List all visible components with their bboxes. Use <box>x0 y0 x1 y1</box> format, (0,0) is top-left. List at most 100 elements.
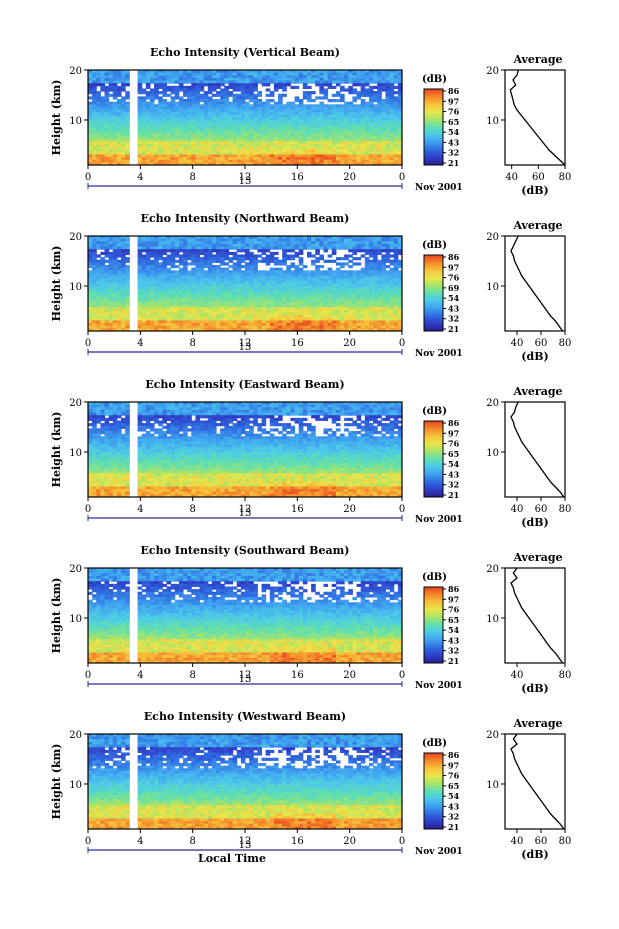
heatmap-cell <box>306 275 312 279</box>
heatmap-cell <box>187 262 192 266</box>
heatmap-cell <box>88 243 93 248</box>
heatmap-cell <box>286 77 291 82</box>
heatmap-cell <box>377 141 382 145</box>
heatmap-cell <box>286 104 291 108</box>
heatmap-cell <box>195 267 201 271</box>
heatmap-cell <box>290 288 296 292</box>
heatmap-cell <box>162 278 167 282</box>
heatmap-cell <box>149 283 155 287</box>
heatmap-cell <box>257 243 263 248</box>
heatmap-cell <box>364 138 370 142</box>
heatmap-cell <box>178 104 184 108</box>
heatmap-cell <box>108 149 114 153</box>
heatmap-cell <box>228 112 234 116</box>
heatmap-cell <box>356 151 362 155</box>
heatmap-cell <box>286 83 291 87</box>
heatmap-cell <box>245 106 250 111</box>
heatmap-cell <box>385 251 391 255</box>
colorbar-segment <box>424 117 443 120</box>
heatmap-cell <box>290 141 296 145</box>
heatmap-cell <box>385 125 391 129</box>
heatmap-cell <box>323 249 329 253</box>
heatmap-cell <box>108 275 114 279</box>
heatmap-cell <box>88 130 93 134</box>
heatmap-cell <box>298 259 304 263</box>
heatmap-cell <box>311 246 316 250</box>
heatmap-cell <box>158 143 163 148</box>
heatmap-cell <box>162 243 167 248</box>
heatmap-cell <box>211 101 217 105</box>
heatmap-cell <box>360 93 366 97</box>
heatmap-cell <box>323 143 329 148</box>
heatmap-cell <box>331 246 337 250</box>
heatmap-cell <box>228 133 234 137</box>
heatmap-cell <box>352 275 358 279</box>
heatmap-cell <box>240 130 246 134</box>
heatmap-cell <box>368 104 374 108</box>
heatmap-cell <box>232 162 238 166</box>
heatmap-cell <box>373 106 378 111</box>
heatmap-cell <box>228 83 234 87</box>
heatmap-cell <box>121 128 126 132</box>
heatmap-cell <box>273 112 279 116</box>
heatmap-cell <box>373 143 378 148</box>
heatmap-cell <box>286 117 291 121</box>
heatmap-cell <box>306 91 312 95</box>
heatmap-cell <box>199 146 205 150</box>
heatmap-cell <box>368 149 374 153</box>
heatmap-cell <box>273 243 279 248</box>
heatmap-cell <box>236 75 242 79</box>
heatmap-cell <box>220 83 225 87</box>
heatmap-cell <box>166 133 172 137</box>
heatmap-cell <box>385 70 391 74</box>
heatmap-cell <box>245 146 250 150</box>
heatmap-cell <box>236 125 242 129</box>
heatmap-cell <box>96 96 101 100</box>
heatmap-cell <box>166 157 172 161</box>
heatmap-cell <box>282 77 287 82</box>
heatmap-cell <box>319 288 324 292</box>
heatmap-cell <box>315 243 320 248</box>
heatmap-cell <box>125 288 130 292</box>
heatmap-cell <box>183 135 188 140</box>
heatmap-cell <box>282 151 287 155</box>
heatmap-cell <box>265 104 271 108</box>
heatmap-cell <box>323 238 329 242</box>
heatmap-cell <box>154 249 159 253</box>
heatmap-cell <box>112 112 118 116</box>
heatmap-cell <box>265 270 271 274</box>
heatmap-cell <box>137 88 143 92</box>
heatmap-cell <box>108 138 114 142</box>
heatmap-cell <box>199 291 205 295</box>
heatmap-cell <box>125 106 130 111</box>
heatmap-cell <box>257 151 263 155</box>
heatmap-cell <box>108 146 114 150</box>
heatmap-cell <box>323 70 329 74</box>
heatmap-cell <box>88 286 93 290</box>
heatmap-cell <box>319 149 324 153</box>
heatmap-cell <box>100 154 106 158</box>
heatmap-cell <box>149 130 155 134</box>
heatmap-cell <box>178 96 184 100</box>
heatmap-cell <box>92 117 97 121</box>
heatmap-cell <box>141 262 147 266</box>
heatmap-cell <box>327 275 333 279</box>
heatmap-cell <box>356 72 362 76</box>
heatmap-cell <box>298 135 304 140</box>
heatmap-cell <box>199 241 205 245</box>
heatmap-cell <box>340 283 345 287</box>
heatmap-cell <box>112 146 118 150</box>
heatmap-cell <box>116 85 122 89</box>
heatmap-cell <box>141 249 147 253</box>
heatmap-cell <box>245 112 250 116</box>
heatmap-cell <box>364 272 370 277</box>
heatmap-cell <box>116 70 122 74</box>
heatmap-cell <box>240 77 246 82</box>
heatmap-cell <box>282 149 287 153</box>
heatmap-cell <box>257 159 263 163</box>
heatmap-cell <box>162 75 167 79</box>
heatmap-cell <box>306 106 312 111</box>
heatmap-cell <box>302 138 308 142</box>
heatmap-cell <box>385 120 391 124</box>
heatmap-cell <box>195 80 201 84</box>
